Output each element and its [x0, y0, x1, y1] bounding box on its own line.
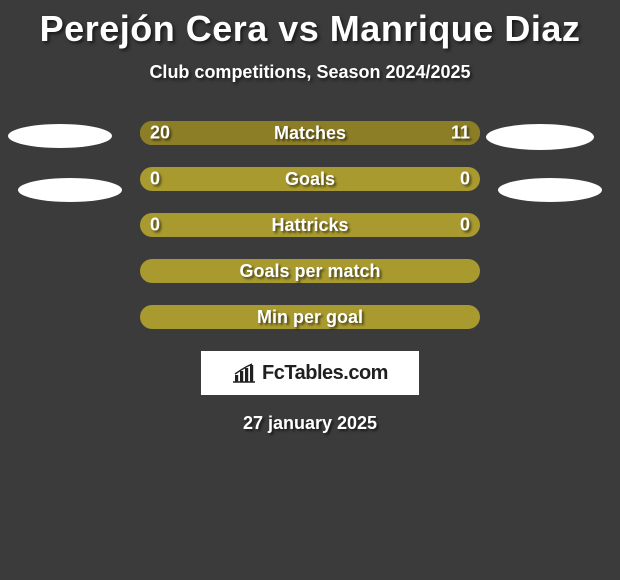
logo-box: FcTables.com — [201, 351, 419, 395]
stat-right-value: 11 — [451, 123, 470, 144]
stats-container: 20 11 Matches 0 0 Goals 0 0 Hattricks Goals per m… — [0, 121, 620, 329]
subtitle: Club competitions, Season 2024/2025 — [0, 62, 620, 83]
stat-left-value: 20 — [150, 123, 170, 144]
stat-label: Goals per match — [239, 261, 380, 282]
stat-label: Goals — [285, 169, 335, 190]
stat-left-value: 0 — [150, 169, 160, 190]
date-line: 27 january 2025 — [0, 413, 620, 434]
decorative-ellipse — [8, 124, 112, 148]
decorative-ellipse — [18, 178, 122, 202]
decorative-ellipse — [486, 124, 594, 150]
stat-right-value: 0 — [460, 169, 470, 190]
page-title: Perejón Cera vs Manrique Diaz — [0, 0, 620, 50]
stat-row: 0 0 Hattricks — [140, 213, 480, 237]
stat-row: Min per goal — [140, 305, 480, 329]
stat-left-value: 0 — [150, 215, 160, 236]
stat-right-value: 0 — [460, 215, 470, 236]
stat-label: Hattricks — [271, 215, 348, 236]
stat-row: 20 11 Matches — [140, 121, 480, 145]
stat-row: Goals per match — [140, 259, 480, 283]
stat-row: 0 0 Goals — [140, 167, 480, 191]
decorative-ellipse — [498, 178, 602, 202]
stat-label: Matches — [274, 123, 346, 144]
barchart-icon — [232, 363, 256, 383]
stat-label: Min per goal — [257, 307, 363, 328]
logo-text: FcTables.com — [262, 362, 388, 385]
